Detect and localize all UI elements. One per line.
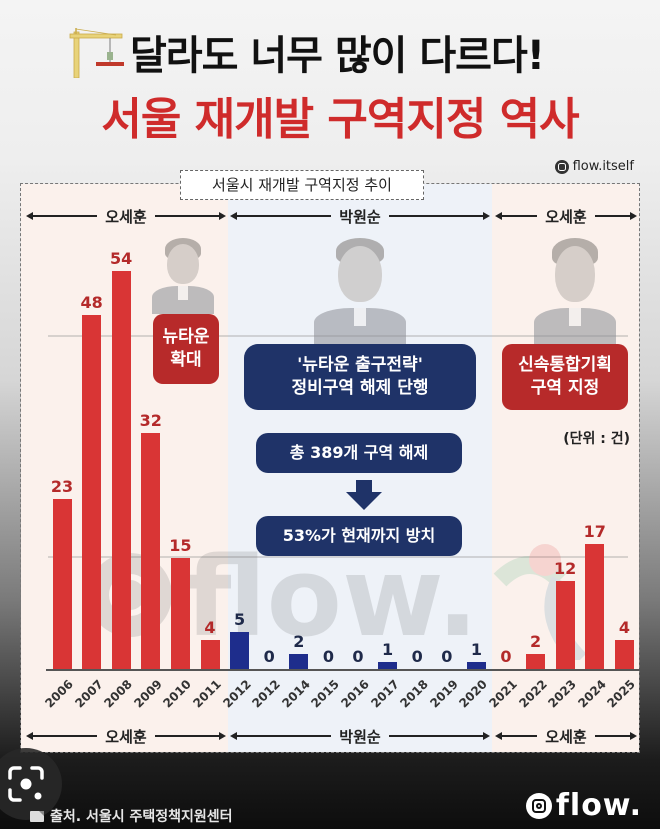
era-label-bottom-park: 박원순 <box>230 726 490 746</box>
instagram-icon <box>554 159 569 174</box>
bar-2007 <box>82 315 102 669</box>
bar-value-label: 0 <box>322 647 334 666</box>
arrow-right-icon <box>219 732 226 740</box>
chart-title: 서울시 재개발 구역지정 추이 <box>180 170 424 200</box>
callout-fast-track: 신속통합기획 구역 지정 <box>502 344 628 410</box>
bar-value-label: 17 <box>583 521 606 541</box>
bar-2020 <box>466 661 486 669</box>
arrow-left-icon <box>495 732 502 740</box>
bar-value-label: 0 <box>441 647 453 666</box>
arrow-left-icon <box>230 212 237 220</box>
bar-value-label: 15 <box>169 536 192 556</box>
brand-logo: flow. <box>525 788 642 823</box>
bar-value-label: 1 <box>470 639 482 659</box>
arrow-right-icon <box>630 212 637 220</box>
bar-2009 <box>141 433 161 669</box>
bar-value-label: 23 <box>50 477 74 497</box>
down-arrow-icon <box>346 480 382 510</box>
lens-icon <box>8 766 44 802</box>
arrow-right-icon <box>483 732 490 740</box>
bar-2008 <box>111 271 131 669</box>
instagram-handle: flow.itself <box>554 159 634 174</box>
handle-text: flow.itself <box>572 159 634 174</box>
bar-2014 <box>289 654 309 669</box>
bar-2012 <box>230 632 250 669</box>
headline: 달라도 너무 많이 다르다! <box>130 33 545 79</box>
era-label-top-oh-first: 오세훈 <box>26 206 226 226</box>
document-icon <box>30 810 44 822</box>
portrait-oh-left <box>148 236 218 314</box>
bar-2011 <box>200 639 220 669</box>
arrow-left-icon <box>26 212 33 220</box>
bar-value-label: 5 <box>234 610 246 630</box>
callout-newtown-exit: '뉴타운 출구전략' 정비구역 해제 단행 <box>244 344 476 410</box>
arrow-right-icon <box>483 212 490 220</box>
bar-value-label: 2 <box>293 632 305 652</box>
callout-newtown-expansion: 뉴타운 확대 <box>153 314 219 384</box>
arrow-left-icon <box>495 212 502 220</box>
bar-2025 <box>614 639 634 669</box>
bar-value-label: 4 <box>618 617 630 637</box>
bar-value-label: 12 <box>554 558 577 578</box>
era-label-top-park: 박원순 <box>230 206 490 226</box>
bar-value-label: 32 <box>139 411 162 431</box>
unit-label: (단위 : 건) <box>563 431 630 447</box>
arrow-right-icon <box>630 732 637 740</box>
bar-value-label: 0 <box>500 647 512 666</box>
era-label-bottom-oh-second: 오세훈 <box>495 726 637 746</box>
lens-button[interactable] <box>0 748 62 820</box>
bar-value-label: 1 <box>382 639 394 659</box>
era-label-top-oh-second: 오세훈 <box>495 206 637 226</box>
bar-value-label: 2 <box>530 632 542 652</box>
bar-2006 <box>52 499 72 669</box>
era-label-bottom-oh-first: 오세훈 <box>26 726 226 746</box>
bar-value-label: 48 <box>80 293 103 313</box>
bar-2022 <box>526 654 546 669</box>
bar-value-label: 0 <box>263 647 275 666</box>
instagram-icon <box>525 792 552 819</box>
portrait-oh-right <box>532 236 618 344</box>
bar-value-label: 0 <box>411 647 423 666</box>
arrow-right-icon <box>219 212 226 220</box>
page-title: 서울 재개발 구역지정 역사 <box>101 94 579 145</box>
arrow-left-icon <box>230 732 237 740</box>
bar-value-label: 54 <box>110 249 133 268</box>
callout-389-released: 총 389개 구역 해제 <box>256 433 462 473</box>
arrow-left-icon <box>26 732 33 740</box>
guide-line <box>48 556 628 558</box>
x-axis <box>46 669 640 671</box>
bar-2023 <box>555 580 575 669</box>
portrait-park <box>310 236 410 344</box>
bar-2010 <box>170 558 190 669</box>
bar-value-label: 0 <box>352 647 364 666</box>
bar-2024 <box>585 543 605 669</box>
bar-2017 <box>378 661 398 669</box>
construction-crane-icon <box>69 28 124 78</box>
source-credit: 출처. 서울시 주택정책지원센터 <box>30 806 233 826</box>
bar-value-label: 4 <box>204 617 216 637</box>
callout-53-neglected: 53%가 현재까지 방치 <box>256 516 462 556</box>
